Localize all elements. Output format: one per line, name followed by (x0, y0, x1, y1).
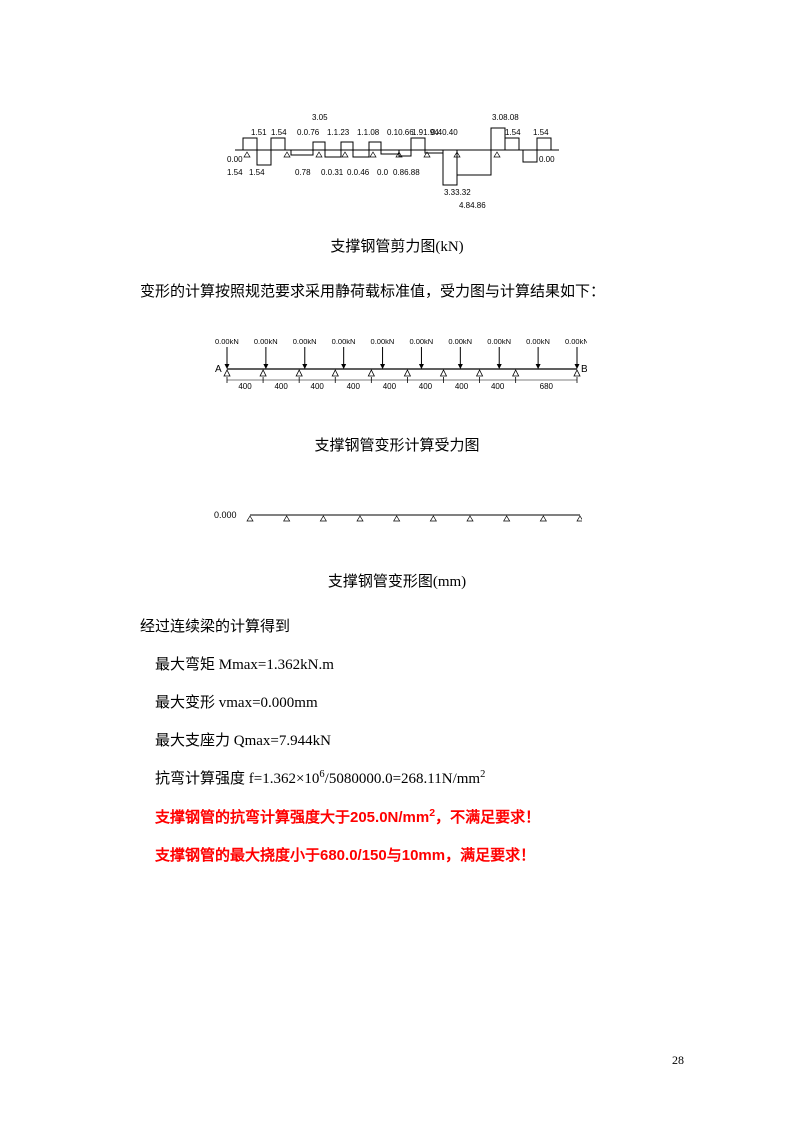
caption-force: 支撑钢管变形计算受力图 (110, 434, 684, 455)
svg-text:0.10.66: 0.10.66 (387, 128, 414, 137)
deform-diagram-svg: 0.000 (212, 505, 582, 525)
svg-text:1.1.23: 1.1.23 (327, 128, 350, 137)
shear-diagram-svg: 3.051.511.540.0.761.1.231.1.080.10.661.9… (227, 110, 567, 210)
line-f-pre: 抗弯计算强度 f=1.362×10 (155, 771, 319, 787)
force-diagram: A B 0.00kN 0.00kN 0.00kN 0.00kN 0.00kN 0.00kN 0.… (110, 339, 684, 399)
svg-text:0.00kN: 0.00kN (565, 339, 587, 346)
svg-text:3.08.08: 3.08.08 (492, 113, 519, 122)
svg-text:B: B (581, 364, 587, 375)
svg-text:0.00kN: 0.00kN (526, 339, 550, 346)
svg-text:400: 400 (274, 382, 288, 391)
svg-text:400: 400 (491, 382, 505, 391)
caption-deform: 支撑钢管变形图(mm) (110, 570, 684, 591)
line-f-sup2: 2 (480, 769, 485, 780)
caption-shear: 支撑钢管剪力图(kN) (110, 235, 684, 256)
deform-diagram: 0.000 (110, 505, 684, 525)
svg-text:0.0.76: 0.0.76 (297, 128, 320, 137)
svg-text:400: 400 (383, 382, 397, 391)
svg-text:3.05: 3.05 (312, 113, 328, 122)
svg-text:0.86.88: 0.86.88 (393, 168, 420, 177)
svg-text:0.00kN: 0.00kN (332, 339, 356, 346)
shear-diagram: 3.051.511.540.0.761.1.231.1.080.10.661.9… (110, 110, 684, 210)
svg-text:0.0: 0.0 (377, 168, 389, 177)
force-diagram-svg: A B 0.00kN 0.00kN 0.00kN 0.00kN 0.00kN 0.00kN 0.… (207, 339, 587, 399)
page-number: 28 (672, 1053, 684, 1068)
svg-text:0.0.46: 0.0.46 (347, 168, 370, 177)
svg-text:0.0.31: 0.0.31 (321, 168, 344, 177)
svg-text:1.54: 1.54 (249, 168, 265, 177)
svg-text:0.00: 0.00 (539, 155, 555, 164)
svg-text:1.54: 1.54 (227, 168, 243, 177)
svg-text:4.84.86: 4.84.86 (459, 201, 486, 210)
svg-text:1.54: 1.54 (533, 128, 549, 137)
svg-text:400: 400 (419, 382, 433, 391)
svg-text:1.51: 1.51 (251, 128, 267, 137)
red-line-2: 支撑钢管的最大挠度小于680.0/150与10mm，满足要求！ (110, 839, 684, 872)
line-qmax: 最大支座力 Qmax=7.944kN (110, 725, 684, 758)
svg-text:400: 400 (311, 382, 325, 391)
svg-text:0.78: 0.78 (295, 168, 311, 177)
svg-text:1.54: 1.54 (271, 128, 287, 137)
svg-text:0.00kN: 0.00kN (487, 339, 511, 346)
svg-text:680: 680 (540, 382, 554, 391)
line-f: 抗弯计算强度 f=1.362×106/5080000.0=268.11N/mm2 (110, 763, 684, 796)
svg-text:0.00kN: 0.00kN (371, 339, 395, 346)
svg-text:0.00kN: 0.00kN (254, 339, 278, 346)
red1-pre: 支撑钢管的抗弯计算强度大于205.0N/mm (155, 809, 429, 826)
svg-text:0.00kN: 0.00kN (215, 339, 239, 346)
svg-text:3.33.32: 3.33.32 (444, 188, 471, 197)
svg-text:0.40.40: 0.40.40 (431, 128, 458, 137)
svg-text:0.00kN: 0.00kN (409, 339, 433, 346)
svg-text:1.54: 1.54 (505, 128, 521, 137)
line-mmax: 最大弯矩 Mmax=1.362kN.m (110, 649, 684, 682)
paragraph-deform-intro: 变形的计算按照规范要求采用静荷载标准值，受力图与计算结果如下： (110, 276, 684, 309)
svg-text:0.00: 0.00 (227, 155, 243, 164)
line-vmax: 最大变形 vmax=0.000mm (110, 687, 684, 720)
svg-text:0.00kN: 0.00kN (293, 339, 317, 346)
paragraph-beam-result: 经过连续梁的计算得到 (110, 611, 684, 644)
red1-post: ，不满足要求！ (435, 809, 540, 826)
svg-text:400: 400 (347, 382, 361, 391)
svg-text:400: 400 (238, 382, 252, 391)
svg-text:1.1.08: 1.1.08 (357, 128, 380, 137)
svg-text:400: 400 (455, 382, 469, 391)
svg-text:0.000: 0.000 (214, 510, 237, 520)
line-f-post: /5080000.0=268.11N/mm (325, 771, 480, 787)
red-line-1: 支撑钢管的抗弯计算强度大于205.0N/mm2，不满足要求！ (110, 801, 684, 834)
svg-text:0.00kN: 0.00kN (448, 339, 472, 346)
svg-text:A: A (215, 364, 222, 375)
